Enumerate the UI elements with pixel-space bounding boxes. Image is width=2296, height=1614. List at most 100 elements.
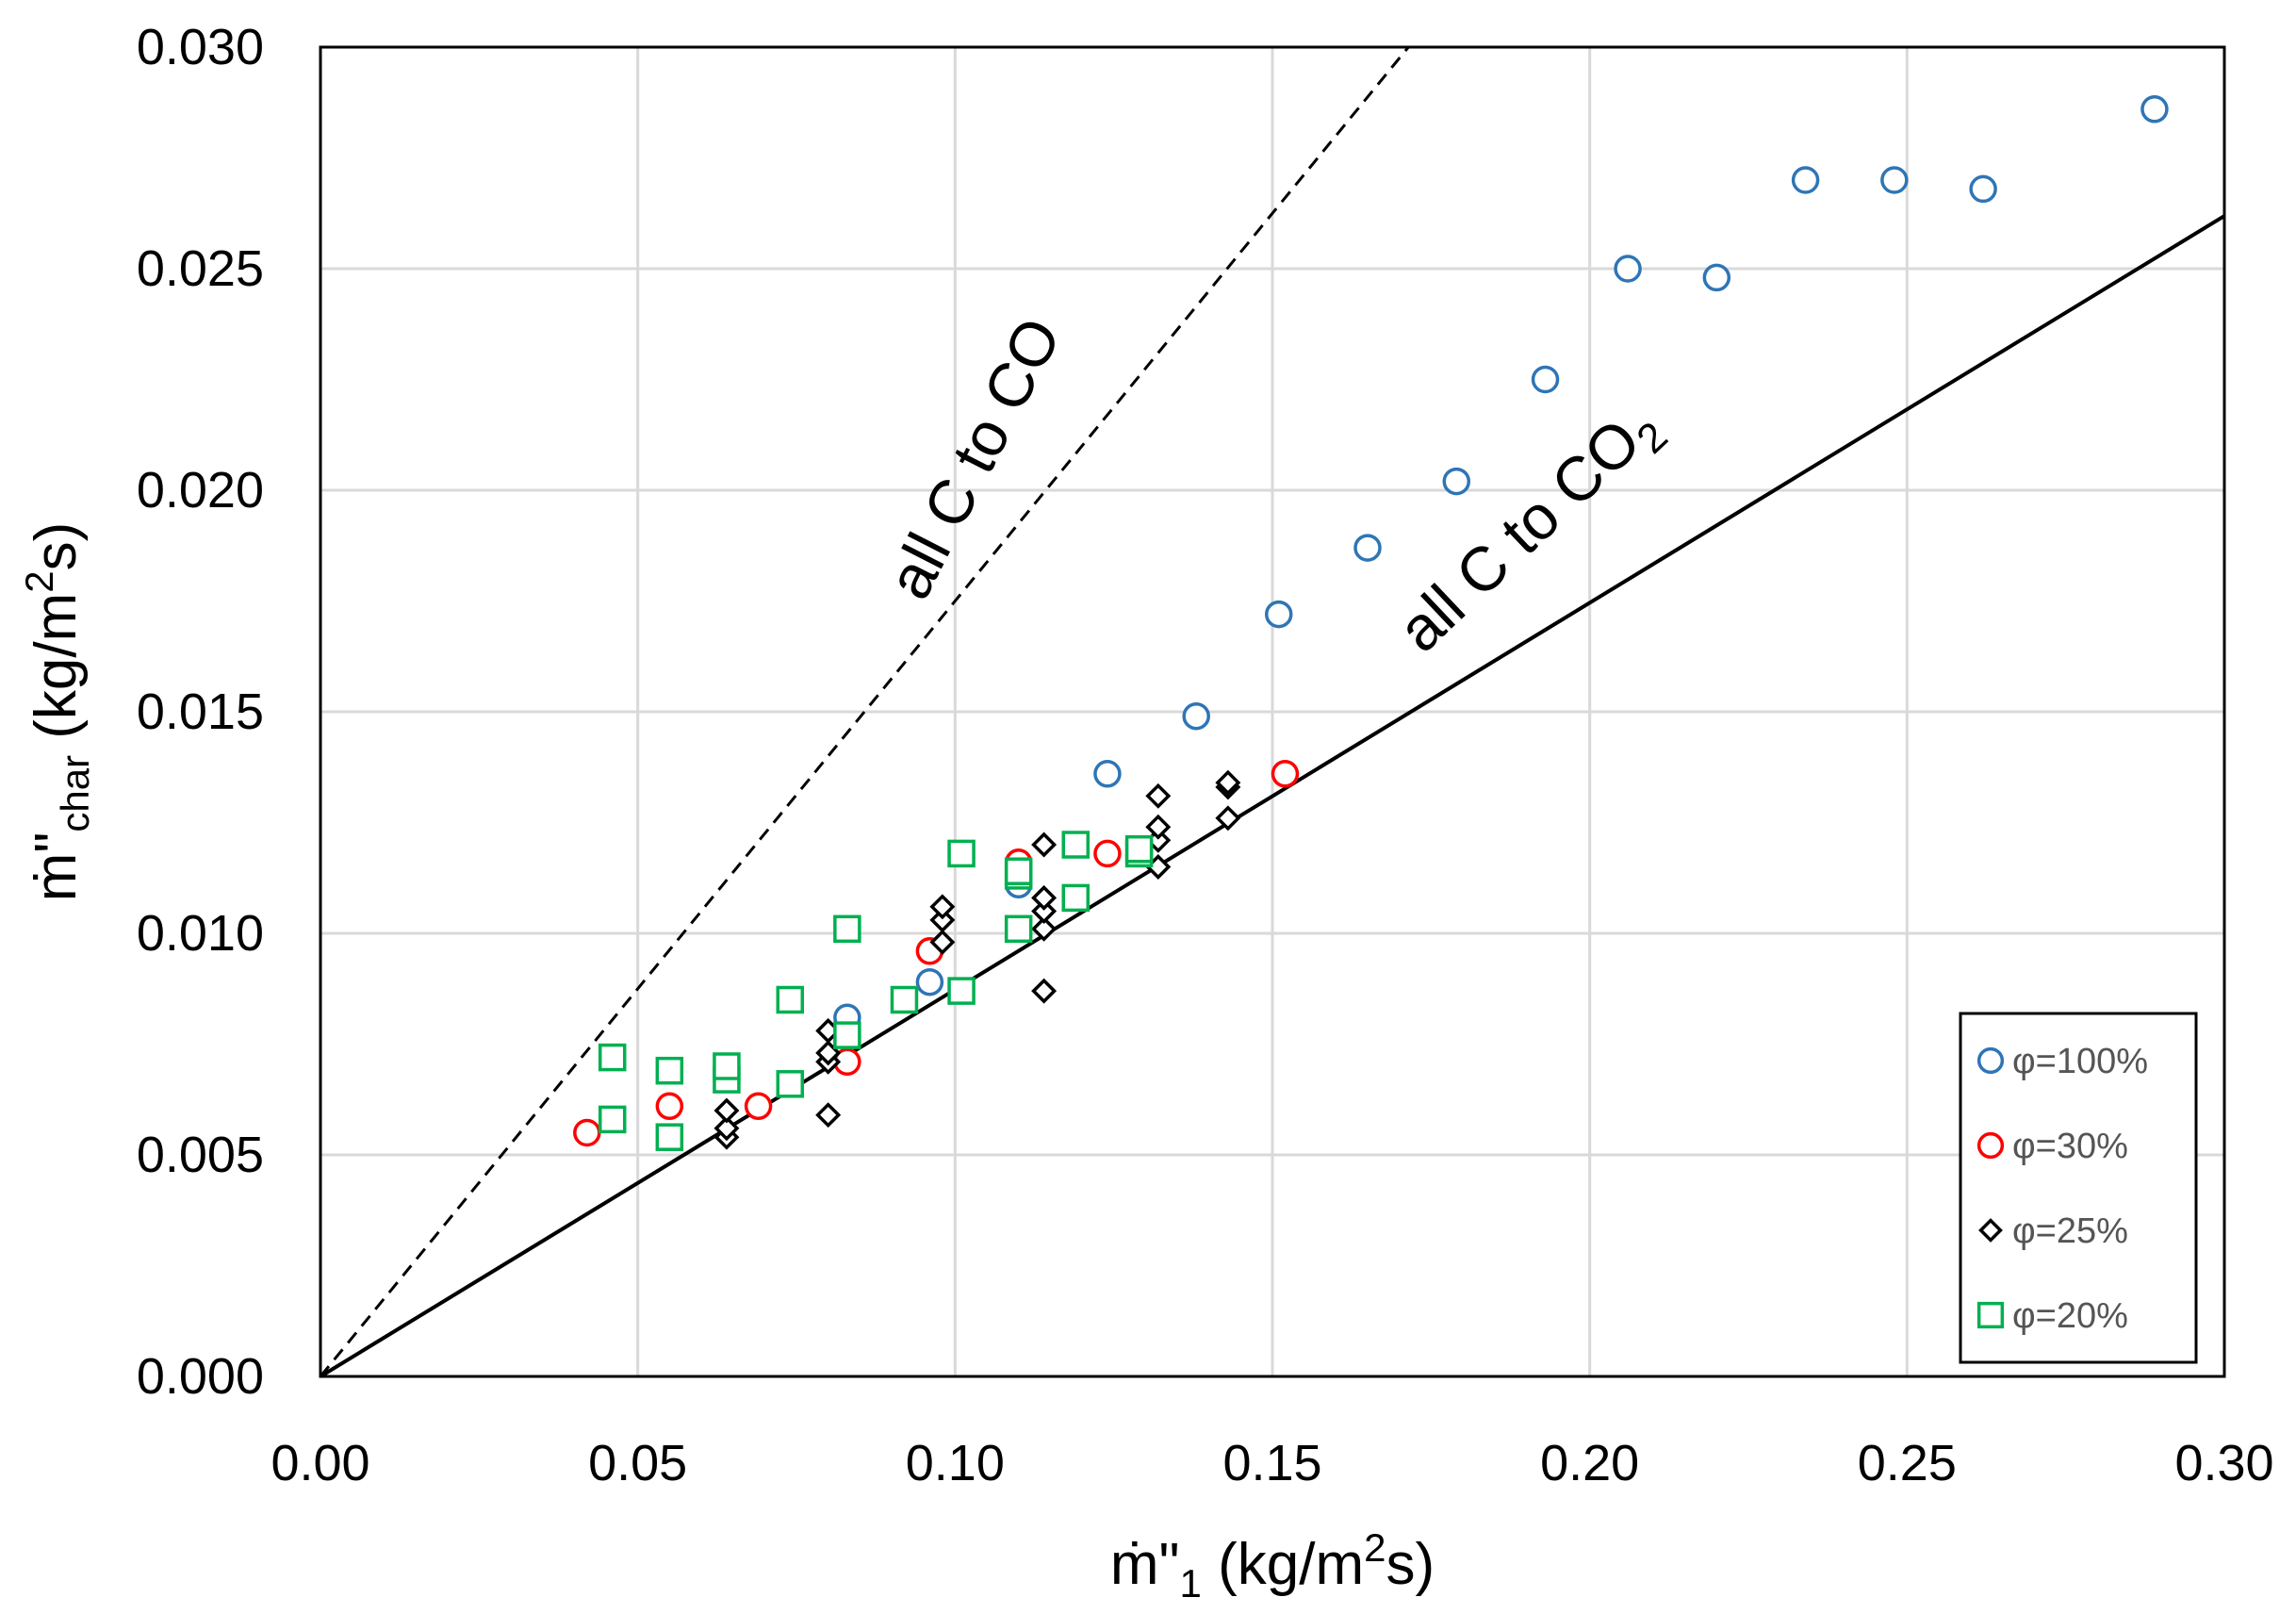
data-point bbox=[2140, 95, 2169, 124]
x-tick-label: 0.15 bbox=[1222, 1435, 1321, 1491]
data-point bbox=[947, 839, 976, 868]
y-tick-label: 0.020 bbox=[137, 462, 264, 519]
co-line-label: all C to CO bbox=[874, 306, 1074, 609]
data-point bbox=[915, 967, 944, 996]
data-point bbox=[776, 1070, 805, 1098]
data-point bbox=[1093, 760, 1122, 788]
y-axis-title: ṁ"char (kg/m2s) bbox=[17, 522, 97, 902]
data-points bbox=[573, 95, 2169, 1151]
data-point bbox=[573, 1118, 601, 1147]
data-point bbox=[947, 977, 976, 1005]
y-tick-label: 0.015 bbox=[137, 683, 264, 740]
data-point bbox=[1004, 914, 1033, 944]
data-point bbox=[1271, 760, 1300, 788]
legend-label: φ=20% bbox=[2012, 1296, 2128, 1336]
data-point bbox=[655, 1092, 684, 1121]
y-axis-title-unit-post: s) bbox=[24, 522, 89, 571]
series-square bbox=[598, 831, 1154, 1151]
y-tick-label: 0.005 bbox=[137, 1127, 264, 1183]
series-circle bbox=[573, 760, 1300, 1147]
x-tick-label: 0.30 bbox=[2174, 1435, 2273, 1491]
co-reference-line bbox=[319, 46, 1410, 1377]
x-tick-label: 0.25 bbox=[1858, 1435, 1957, 1491]
x-axis-title-unit-sup: 2 bbox=[1364, 1525, 1386, 1570]
series-circle bbox=[833, 95, 2169, 1032]
data-point bbox=[1614, 255, 1642, 283]
data-point bbox=[929, 894, 956, 920]
data-point bbox=[1031, 884, 1058, 911]
x-axis-title-base: ṁ" bbox=[1110, 1532, 1180, 1597]
legend: φ=100% φ=30% φ=25% φ=20% bbox=[1959, 1012, 2198, 1364]
series-diamond bbox=[713, 769, 1241, 1150]
tick-labels: 0.00 0.05 0.10 0.15 0.20 0.25 0.30 0.000 0.005 0.… bbox=[137, 19, 2274, 1491]
data-point bbox=[929, 907, 956, 933]
data-point bbox=[1145, 814, 1172, 840]
y-tick-label: 0.010 bbox=[137, 905, 264, 962]
data-point bbox=[1031, 898, 1058, 924]
co2-reference-line bbox=[319, 214, 2226, 1378]
data-point bbox=[1124, 834, 1154, 864]
data-point bbox=[1353, 534, 1382, 562]
x-axis-title: ṁ"1 (kg/m2s) bbox=[1110, 1525, 1435, 1606]
co-line-label-main: all C to CO bbox=[874, 306, 1074, 609]
x-axis-title-unit-pre: (kg/m bbox=[1202, 1532, 1364, 1597]
legend-label: φ=30% bbox=[2012, 1127, 2128, 1166]
x-axis-title-sub: 1 bbox=[1180, 1561, 1202, 1606]
data-point bbox=[1061, 831, 1091, 859]
y-tick-label: 0.030 bbox=[137, 19, 264, 75]
data-point bbox=[1880, 166, 1909, 194]
data-point bbox=[1031, 978, 1058, 1004]
data-point bbox=[776, 985, 805, 1014]
data-point bbox=[1145, 782, 1172, 809]
data-point bbox=[1791, 166, 1820, 194]
data-point bbox=[1702, 263, 1731, 292]
data-point bbox=[1264, 600, 1293, 629]
data-point bbox=[655, 1056, 684, 1085]
data-point bbox=[1969, 174, 1997, 204]
data-point bbox=[1061, 883, 1091, 913]
grid-lines bbox=[320, 47, 2224, 1376]
x-tick-label: 0.10 bbox=[906, 1435, 1005, 1491]
data-point bbox=[1215, 769, 1241, 796]
data-point bbox=[1093, 839, 1122, 868]
data-point bbox=[713, 1052, 741, 1080]
y-axis-title-unit-pre: (kg/m bbox=[24, 593, 89, 755]
data-point bbox=[713, 1115, 740, 1142]
data-point bbox=[744, 1092, 773, 1121]
data-point bbox=[890, 985, 919, 1014]
data-point bbox=[833, 1021, 861, 1049]
data-point bbox=[1442, 467, 1471, 496]
co2-line-label-main: all C to CO bbox=[1385, 405, 1653, 666]
data-point bbox=[655, 1123, 684, 1151]
reference-lines bbox=[319, 46, 2226, 1378]
data-point bbox=[1004, 857, 1033, 885]
data-point bbox=[1215, 805, 1241, 832]
y-axis-title-sub: char bbox=[53, 755, 97, 832]
legend-label: φ=25% bbox=[2012, 1211, 2128, 1251]
data-point bbox=[929, 929, 956, 955]
data-point bbox=[1531, 365, 1560, 394]
x-tick-label: 0.20 bbox=[1540, 1435, 1639, 1491]
co2-line-label: all C to CO2 bbox=[1385, 389, 1677, 672]
legend-marker bbox=[1976, 1301, 2005, 1329]
x-tick-label: 0.05 bbox=[588, 1435, 687, 1491]
y-axis-title-unit-sup: 2 bbox=[17, 570, 61, 592]
data-point bbox=[598, 1105, 627, 1134]
y-tick-label: 0.025 bbox=[137, 240, 264, 297]
x-axis-title-unit-post: s) bbox=[1386, 1532, 1435, 1597]
data-point bbox=[598, 1043, 627, 1072]
data-point bbox=[815, 1102, 842, 1128]
plot-area-border bbox=[319, 45, 2226, 1378]
x-tick-label: 0.00 bbox=[271, 1435, 369, 1491]
legend-marker bbox=[1978, 1218, 2003, 1243]
y-axis-title-base: ṁ" bbox=[24, 832, 89, 902]
legend-label: φ=100% bbox=[2012, 1042, 2148, 1081]
data-point bbox=[1031, 915, 1058, 942]
data-point bbox=[713, 1097, 740, 1124]
legend-marker bbox=[1976, 1131, 2005, 1160]
legend-marker bbox=[1976, 1046, 2005, 1075]
data-point bbox=[1182, 701, 1210, 731]
y-tick-label: 0.000 bbox=[137, 1348, 264, 1405]
data-point bbox=[1031, 832, 1058, 858]
